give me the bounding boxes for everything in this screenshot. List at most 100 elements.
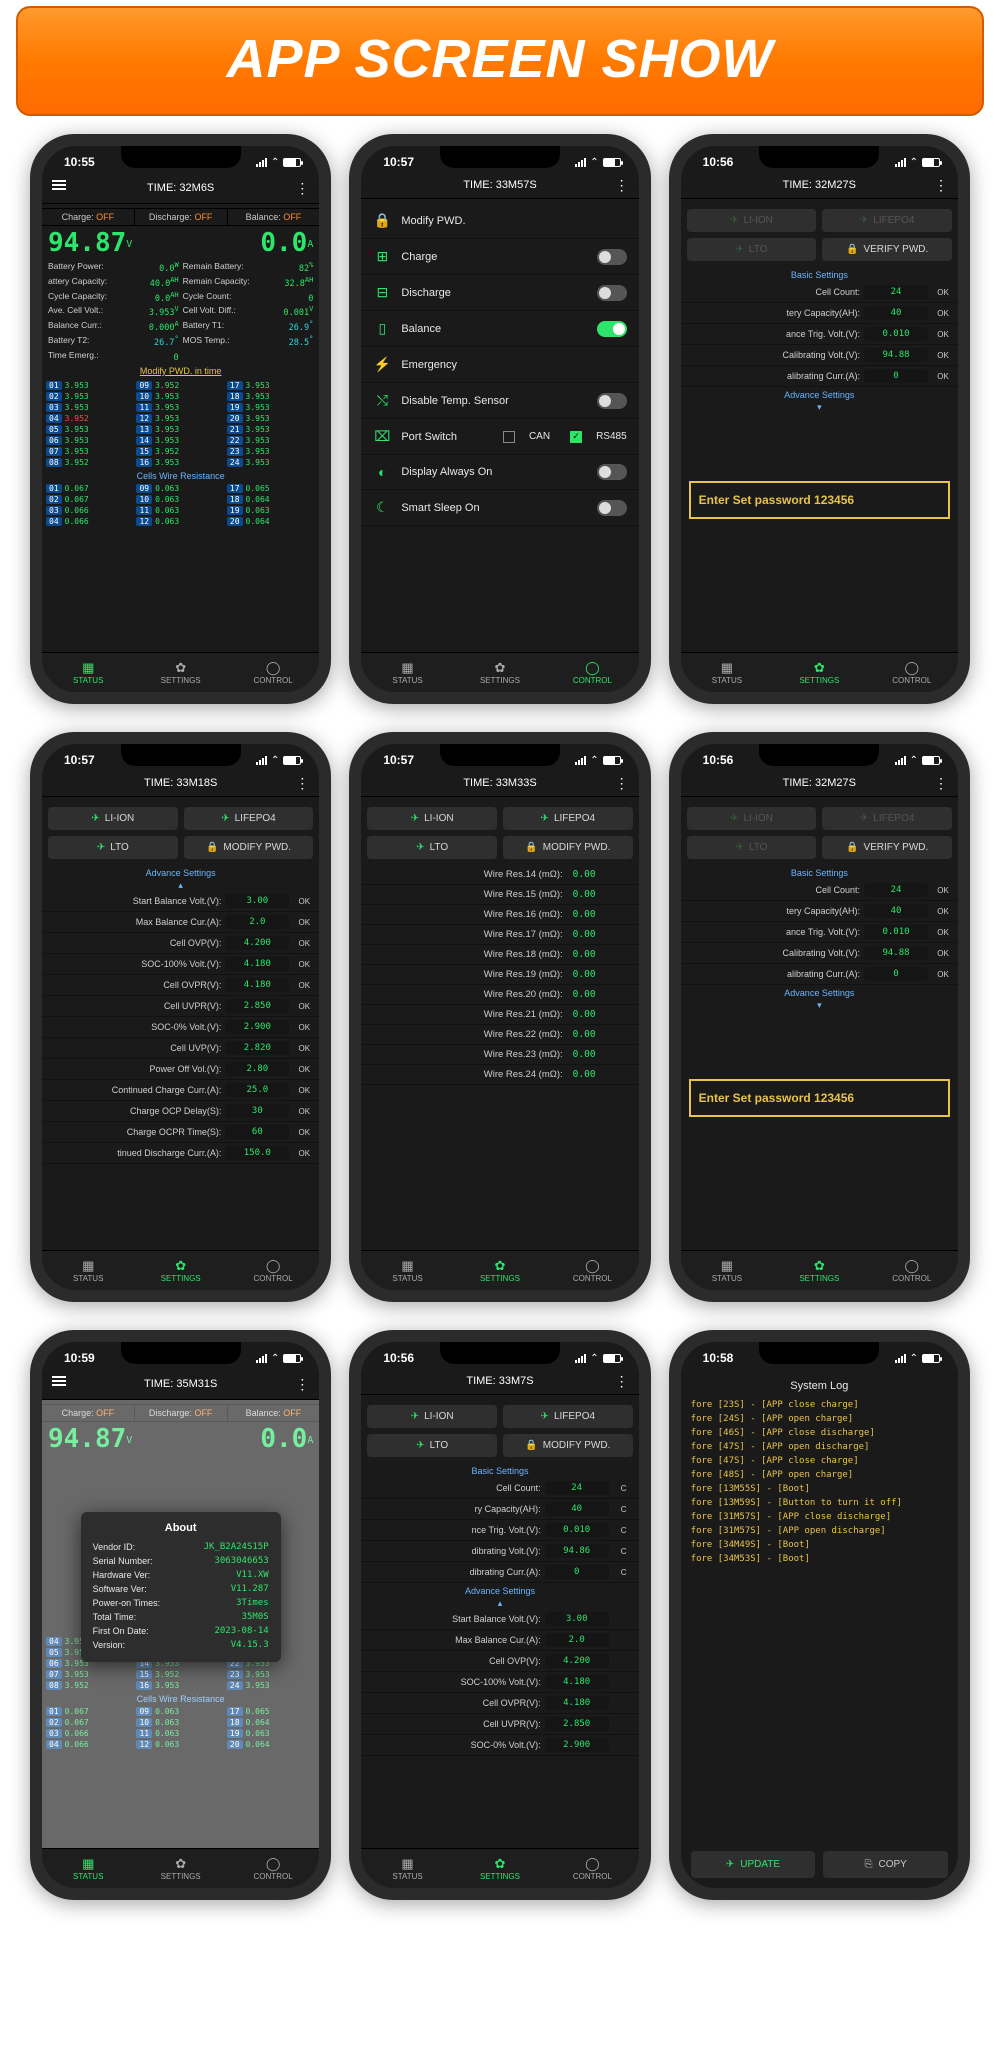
nav-control[interactable]: ◯CONTROL [227, 1849, 319, 1888]
more-button[interactable]: ⋮ [291, 181, 309, 195]
modify-pwd-button[interactable]: 🔒MODIFY PWD. [503, 836, 633, 859]
setting-row[interactable]: Cell UVP(V):2.820OK [42, 1038, 319, 1059]
nav-settings[interactable]: ✿SETTINGS [454, 1849, 546, 1888]
nav-status[interactable]: ▦STATUS [361, 1251, 453, 1290]
setting-row[interactable]: Cell Count:24C [361, 1478, 638, 1499]
tab-liion[interactable]: ✈LI-ION [367, 1405, 497, 1428]
setting-row[interactable]: Charge OCP Delay(S):30OK [42, 1101, 319, 1122]
nav-settings[interactable]: ✿SETTINGS [134, 1849, 226, 1888]
control-row[interactable]: ⊟Discharge [361, 275, 638, 311]
tab-liion[interactable]: ✈LI-ION [687, 807, 817, 830]
tab-lto[interactable]: ✈LTO [48, 836, 178, 859]
nav-status[interactable]: ▦STATUS [681, 653, 773, 692]
control-row[interactable]: ⚡Emergency [361, 347, 638, 383]
setting-row[interactable]: Power Off Vol.(V):2.80OK [42, 1059, 319, 1080]
tab-lifepo4[interactable]: ✈LIFEPO4 [822, 807, 952, 830]
nav-control[interactable]: ◯CONTROL [546, 653, 638, 692]
modify-pwd-link[interactable]: Modify PWD. in time [42, 364, 319, 380]
verify-pwd-button[interactable]: 🔒VERIFY PWD. [822, 836, 952, 859]
setting-row[interactable]: alibrating Curr.(A):0OK [681, 964, 958, 985]
nav-status[interactable]: ▦STATUS [42, 1849, 134, 1888]
tab-liion[interactable]: ✈LI-ION [687, 209, 817, 232]
more-button[interactable]: ⋮ [611, 178, 629, 192]
setting-row[interactable]: Cell OVPR(V):4.180 [361, 1693, 638, 1714]
nav-settings[interactable]: ✿SETTINGS [773, 653, 865, 692]
nav-settings[interactable]: ✿SETTINGS [134, 1251, 226, 1290]
setting-row[interactable]: Cell Count:24OK [681, 880, 958, 901]
nav-status[interactable]: ▦STATUS [42, 653, 134, 692]
charge-toggle[interactable]: Charge: OFF [42, 209, 135, 225]
setting-row[interactable]: dibrating Volt.(V):94.86C [361, 1541, 638, 1562]
setting-row[interactable]: Cell UVPR(V):2.850OK [42, 996, 319, 1017]
setting-row[interactable]: Calibrating Volt.(V):94.88OK [681, 345, 958, 366]
setting-row[interactable]: Max Balance Cur.(A):2.0 [361, 1630, 638, 1651]
nav-control[interactable]: ◯CONTROL [227, 1251, 319, 1290]
tab-lto[interactable]: ✈LTO [687, 836, 817, 859]
nav-status[interactable]: ▦STATUS [42, 1251, 134, 1290]
nav-control[interactable]: ◯CONTROL [866, 653, 958, 692]
setting-row[interactable]: SOC-100% Volt.(V):4.180OK [42, 954, 319, 975]
tab-liion[interactable]: ✈LI-ION [48, 807, 178, 830]
setting-row[interactable]: Cell OVPR(V):4.180OK [42, 975, 319, 996]
setting-row[interactable]: SOC-100% Volt.(V):4.180 [361, 1672, 638, 1693]
modify-pwd-button[interactable]: 🔒MODIFY PWD. [184, 836, 314, 859]
log-title: System Log [681, 1374, 958, 1398]
setting-row[interactable]: SOC-0% Volt.(V):2.900OK [42, 1017, 319, 1038]
tab-lifepo4[interactable]: ✈LIFEPO4 [184, 807, 314, 830]
control-row[interactable]: ◐Display Always On [361, 455, 638, 490]
setting-row[interactable]: ry Capacity(AH):40C [361, 1499, 638, 1520]
verify-pwd-button[interactable]: 🔒VERIFY PWD. [822, 238, 952, 261]
update-button[interactable]: ✈UPDATE [691, 1851, 816, 1878]
control-row[interactable]: 🔒Modify PWD. [361, 203, 638, 239]
setting-row[interactable]: SOC-0% Volt.(V):2.900 [361, 1735, 638, 1756]
setting-row[interactable]: Continued Charge Curr.(A):25.0OK [42, 1080, 319, 1101]
port-switch-row[interactable]: ⌧Port SwitchCAN✓RS485 [361, 419, 638, 455]
nav-control[interactable]: ◯CONTROL [227, 653, 319, 692]
nav-settings[interactable]: ✿SETTINGS [454, 653, 546, 692]
nav-status[interactable]: ▦STATUS [681, 1251, 773, 1290]
setting-row[interactable]: dibrating Curr.(A):0C [361, 1562, 638, 1583]
tab-lto[interactable]: ✈LTO [367, 836, 497, 859]
copy-button[interactable]: ⎘COPY [823, 1851, 948, 1878]
modify-pwd-button[interactable]: 🔒MODIFY PWD. [503, 1434, 633, 1457]
nav-status[interactable]: ▦STATUS [361, 653, 453, 692]
control-row[interactable]: ▯Balance [361, 311, 638, 347]
nav-settings[interactable]: ✿SETTINGS [454, 1251, 546, 1290]
setting-row[interactable]: Cell UVPR(V):2.850 [361, 1714, 638, 1735]
setting-row[interactable]: tery Capacity(AH):40OK [681, 901, 958, 922]
setting-row[interactable]: ance Trig. Volt.(V):0.010OK [681, 324, 958, 345]
discharge-toggle[interactable]: Discharge: OFF [135, 209, 228, 225]
nav-control[interactable]: ◯CONTROL [546, 1251, 638, 1290]
tab-lifepo4[interactable]: ✈LIFEPO4 [822, 209, 952, 232]
setting-row[interactable]: Cell Count:24OK [681, 282, 958, 303]
setting-row[interactable]: tery Capacity(AH):40OK [681, 303, 958, 324]
tab-liion[interactable]: ✈LI-ION [367, 807, 497, 830]
control-row[interactable]: ☾Smart Sleep On [361, 490, 638, 526]
about-row: First On Date:2023-08-14 [93, 1624, 269, 1638]
nav-settings[interactable]: ✿SETTINGS [773, 1251, 865, 1290]
setting-row[interactable]: Start Balance Volt.(V):3.00 [361, 1609, 638, 1630]
tab-lto[interactable]: ✈LTO [687, 238, 817, 261]
setting-row[interactable]: Cell OVP(V):4.200 [361, 1651, 638, 1672]
nav-settings[interactable]: ✿SETTINGS [134, 653, 226, 692]
setting-row[interactable]: nce Trig. Volt.(V):0.010C [361, 1520, 638, 1541]
nav-status[interactable]: ▦STATUS [361, 1849, 453, 1888]
balance-toggle[interactable]: Balance: OFF [228, 209, 320, 225]
nav-control[interactable]: ◯CONTROL [546, 1849, 638, 1888]
setting-row[interactable]: Max Balance Cur.(A):2.0OK [42, 912, 319, 933]
setting-row[interactable]: Cell OVP(V):4.200OK [42, 933, 319, 954]
setting-row[interactable]: Charge OCPR Time(S):60OK [42, 1122, 319, 1143]
tab-lifepo4[interactable]: ✈LIFEPO4 [503, 807, 633, 830]
control-row[interactable]: ⊞Charge [361, 239, 638, 275]
setting-row[interactable]: tinued Discharge Curr.(A):150.0OK [42, 1143, 319, 1164]
tab-lto[interactable]: ✈LTO [367, 1434, 497, 1457]
setting-row[interactable]: Start Balance Volt.(V):3.00OK [42, 891, 319, 912]
menu-button[interactable] [52, 178, 70, 197]
log-line: fore [47S] - [APP close charge] [681, 1454, 958, 1468]
control-row[interactable]: ⤭Disable Temp. Sensor [361, 383, 638, 419]
setting-row[interactable]: ance Trig. Volt.(V):0.010OK [681, 922, 958, 943]
setting-row[interactable]: Calibrating Volt.(V):94.88OK [681, 943, 958, 964]
tab-lifepo4[interactable]: ✈LIFEPO4 [503, 1405, 633, 1428]
nav-control[interactable]: ◯CONTROL [866, 1251, 958, 1290]
setting-row[interactable]: alibrating Curr.(A):0OK [681, 366, 958, 387]
